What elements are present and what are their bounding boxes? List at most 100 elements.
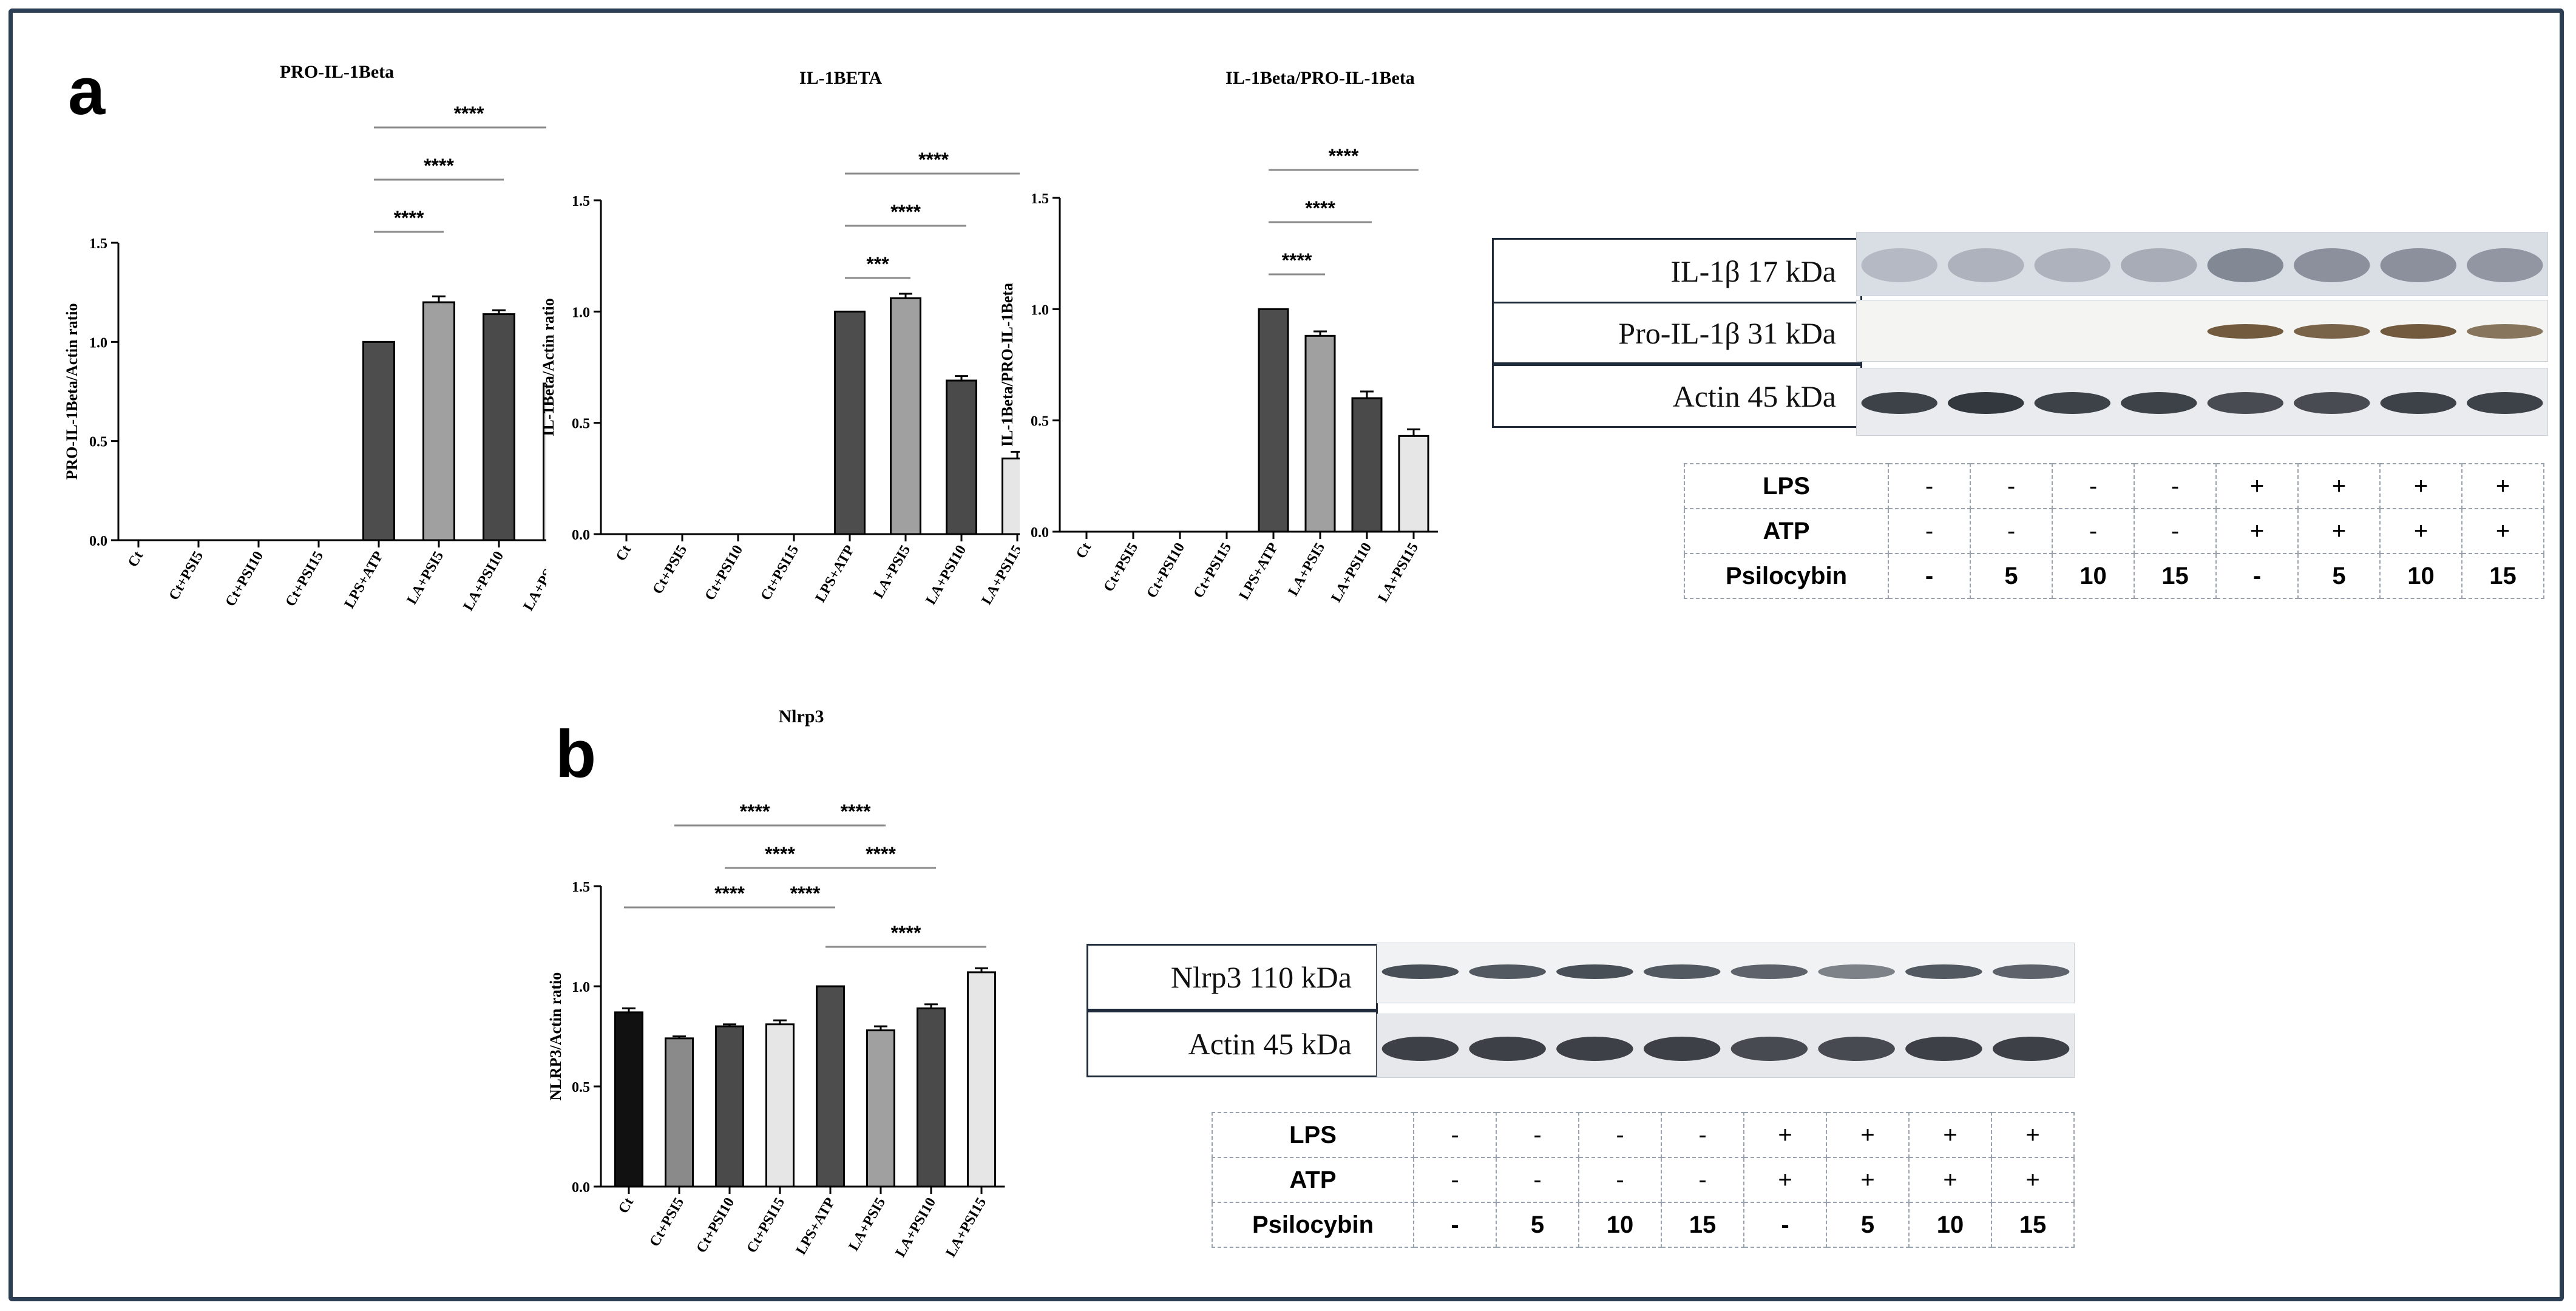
x-tick-label: Ct+PSI15 — [758, 543, 802, 603]
y-tick-label: 0.5 — [1031, 414, 1049, 430]
cell: - — [1888, 508, 1971, 554]
blot-band — [2034, 392, 2110, 414]
bar — [1398, 435, 1429, 533]
significance-label: **** — [765, 843, 795, 865]
bar — [1304, 334, 1336, 533]
chart-title: Nlrp3 — [779, 706, 824, 727]
bar — [715, 1025, 744, 1188]
cell: - — [1888, 463, 1971, 509]
x-tick-label: Ct — [615, 1195, 637, 1216]
y-axis-label: IL-1Beta/Actin ratio — [540, 298, 557, 436]
chart-title: PRO-IL-1Beta — [280, 62, 394, 82]
bar — [1258, 308, 1289, 533]
cell: 5 — [1970, 553, 2053, 599]
x-tick-label: LA+PSI5 — [404, 549, 447, 607]
blot-band — [2294, 248, 2370, 282]
x-tick-label: Ct+PSI15 — [744, 1195, 788, 1256]
significance-label: **** — [1282, 249, 1312, 271]
cell: + — [1743, 1157, 1827, 1203]
row-label: LPS — [1684, 463, 1889, 509]
blot-band — [2294, 324, 2370, 339]
blot-band — [2467, 248, 2543, 282]
row-label: Psilocybin — [1684, 553, 1889, 599]
blot-band — [1556, 964, 1633, 979]
significance-label: **** — [866, 843, 896, 865]
cell: 15 — [1661, 1202, 1744, 1248]
y-tick-label: 1.0 — [572, 305, 590, 320]
x-tick-label: Ct+PSI10 — [693, 1195, 737, 1256]
x-tick-label: LA+PSI15 — [1375, 540, 1422, 605]
cell: - — [1413, 1112, 1497, 1158]
blot-band — [1905, 1037, 1982, 1061]
blot-label-actin-a: Actin 45 kDa — [1492, 364, 1862, 428]
y-tick-label: 0.5 — [89, 435, 107, 450]
condition-row-psilocybin: Psilocybin - 5 10 15 - 5 10 15 — [1684, 553, 2544, 599]
figure-frame — [8, 8, 2564, 1301]
bar — [614, 1011, 643, 1188]
x-tick-label: LA+PSI5 — [870, 543, 913, 601]
blot-image-actin-b — [1377, 1014, 2075, 1078]
blot-band — [1948, 392, 2024, 414]
blot-band — [2207, 392, 2283, 414]
blot-band — [1556, 1037, 1633, 1061]
panel-label-a: a — [68, 54, 106, 129]
blot-label-il1b: IL-1β 17 kDa — [1492, 238, 1862, 305]
blot-image-il1b — [1856, 232, 2548, 296]
blot-band — [1992, 1037, 2070, 1061]
significance-label: **** — [740, 801, 770, 822]
bar — [946, 379, 977, 535]
row-label: Psilocybin — [1212, 1202, 1414, 1248]
row-label: ATP — [1684, 508, 1889, 554]
bar — [890, 297, 921, 535]
y-tick-label: 1.0 — [89, 335, 107, 351]
y-axis-label: NLRP3/Actin ratio — [547, 972, 564, 1101]
cell: - — [1970, 508, 2053, 554]
y-tick-label: 1.0 — [1031, 302, 1049, 318]
blot-label-actin-b: Actin 45 kDa — [1086, 1011, 1378, 1077]
cell: 10 — [2379, 553, 2462, 599]
cell: + — [1826, 1112, 1910, 1158]
cell: - — [2134, 508, 2217, 554]
x-tick-label: LPS+ATP — [813, 543, 858, 605]
bar — [917, 1007, 946, 1188]
x-tick-label: Ct — [125, 549, 146, 570]
cell: - — [1743, 1202, 1827, 1248]
cell: - — [1413, 1202, 1497, 1248]
blot-band — [1643, 964, 1721, 979]
x-tick-label: Ct — [613, 543, 634, 564]
blot-band — [1381, 1037, 1459, 1061]
x-tick-label: LA+PSI10 — [892, 1195, 939, 1260]
y-tick-label: 1.5 — [572, 879, 590, 895]
bar — [543, 382, 546, 541]
bar — [967, 971, 996, 1188]
blot-image-nlrp3 — [1377, 943, 2075, 1003]
significance-label: **** — [714, 882, 745, 904]
bar — [765, 1023, 795, 1188]
y-tick-label: 0.0 — [1031, 525, 1049, 541]
cell: + — [2379, 463, 2462, 509]
blot-label-nlrp3: Nlrp3 110 kDa — [1086, 944, 1378, 1011]
blot-band — [2034, 248, 2110, 282]
cell: - — [1661, 1112, 1744, 1158]
condition-row-lps: LPS - - - - + + + + — [1212, 1112, 2075, 1158]
cell: - — [1970, 463, 2053, 509]
chart-nlrp3: Nlrp3 NLRP3/Actin ratio 0.0 0.5 1.0 1.5 Ct Ct+… — [547, 706, 1005, 1260]
x-tick-label: LPS+ATP — [1236, 540, 1281, 603]
blot-band — [2467, 392, 2543, 414]
blot-image-pro-il1b — [1856, 300, 2548, 362]
chart-pro-il1beta: PRO-IL-1Beta PRO-IL-1Beta/Actin ratio 0.0… — [63, 62, 546, 614]
x-tick-label: LA+PSI5 — [1285, 540, 1328, 598]
x-tick-label: LA+PSI5 — [846, 1195, 889, 1253]
x-tick-label: Ct+PSI10 — [222, 549, 266, 609]
blot-band — [1861, 392, 1937, 414]
blot-band — [1469, 1037, 1546, 1061]
cell: 5 — [1496, 1202, 1579, 1248]
cell: 5 — [2297, 553, 2381, 599]
x-tick-label: LA+PSI10 — [460, 549, 507, 614]
condition-row-lps: LPS - - - - + + + + — [1684, 463, 2544, 509]
significance-label: **** — [424, 155, 454, 177]
y-tick-label: 0.5 — [572, 416, 590, 432]
chart-il1beta-pro-ratio: IL-1Beta/PRO-IL-1Beta IL-1Beta/PRO-IL-1B… — [998, 68, 1438, 605]
condition-row-psilocybin: Psilocybin - 5 10 15 - 5 10 15 — [1212, 1202, 2075, 1248]
blot-band — [2207, 248, 2283, 282]
